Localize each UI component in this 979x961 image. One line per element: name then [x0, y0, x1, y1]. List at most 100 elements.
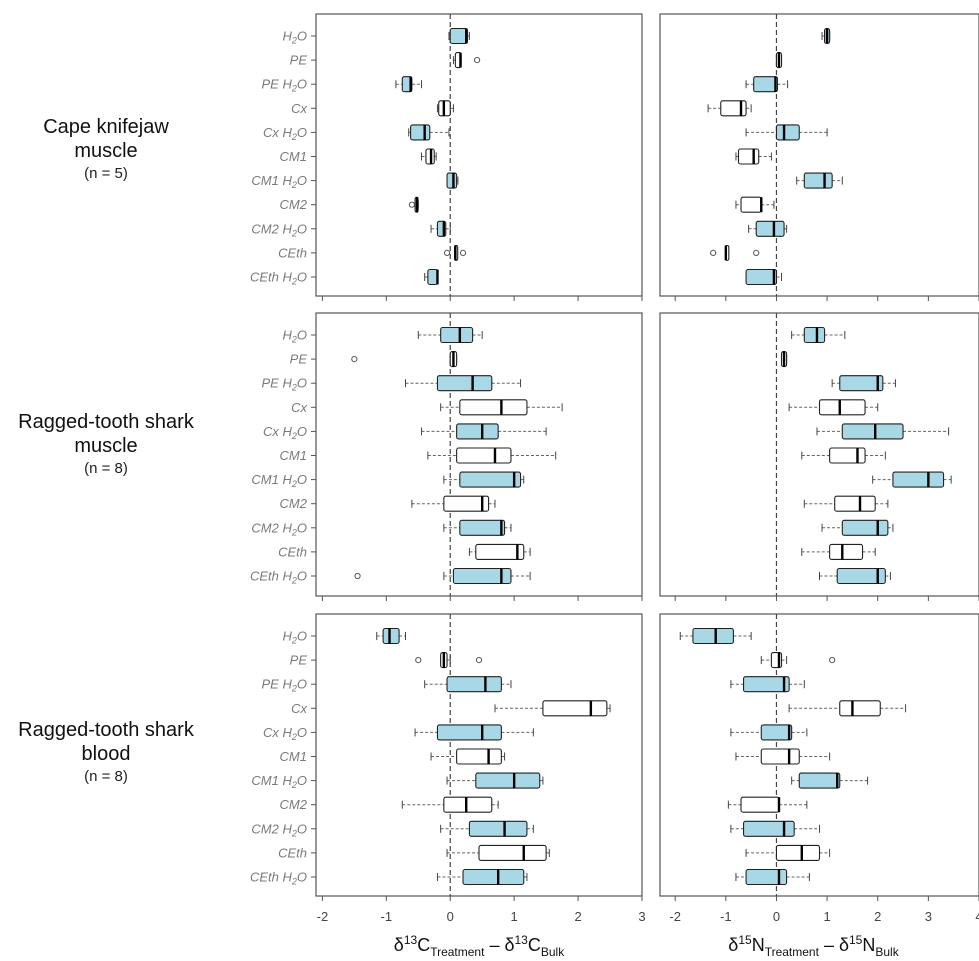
box-cm1	[420, 148, 437, 165]
x-tick-label: 3	[638, 909, 645, 924]
category-label: H2O	[282, 328, 307, 345]
box-iqr	[740, 196, 762, 213]
category-label: Cx H2O	[263, 725, 307, 742]
box-ceth-h2o	[745, 268, 783, 286]
category-label: CM2	[280, 496, 308, 511]
box-iqr	[436, 375, 493, 392]
box-iqr	[427, 268, 439, 286]
panel-frame	[659, 13, 979, 297]
box-cm2-h2o	[730, 820, 820, 837]
box-iqr	[475, 543, 525, 560]
x-tick-label: 2	[574, 909, 581, 924]
box-h2o	[448, 27, 470, 45]
box-iqr	[440, 326, 474, 344]
x-axis-title-left: δ13CTreatment – δ13CBulk	[394, 933, 565, 959]
box-iqr	[468, 820, 528, 837]
panel-frame	[315, 613, 643, 897]
box-iqr	[836, 567, 886, 585]
outlier-point	[459, 249, 467, 256]
box-pe-h2o	[745, 76, 789, 93]
outlier-point	[475, 657, 483, 664]
box-iqr	[839, 700, 881, 717]
box-iqr	[478, 844, 547, 861]
row-label-1: Ragged-tooth shark muscle (n = 8)	[0, 410, 212, 480]
category-label: CM2 H2O	[251, 821, 307, 838]
box-iqr	[443, 495, 490, 512]
category-label: CM2	[280, 797, 308, 812]
outlier-point	[354, 572, 361, 580]
panel-0-d15N	[659, 13, 979, 301]
box-pe	[780, 351, 788, 368]
box-iqr	[745, 268, 778, 286]
x-tick-label: 2	[874, 909, 881, 924]
box-iqr	[760, 724, 793, 741]
row-title-line-2: muscle	[74, 140, 138, 162]
box-h2o	[376, 627, 406, 645]
x-tick-label: -2	[317, 909, 329, 924]
x-tick-label: 0	[773, 909, 780, 924]
box-iqr	[803, 172, 833, 189]
box-iqr	[456, 423, 499, 440]
box-h2o	[791, 326, 846, 344]
box-cm2	[727, 796, 808, 813]
category-label: Cx H2O	[263, 125, 307, 142]
box-iqr	[456, 447, 512, 464]
box-ceth	[468, 543, 531, 560]
outlier-point	[710, 249, 717, 256]
box-cm2-h2o	[430, 220, 451, 237]
box-pe-h2o	[404, 375, 522, 392]
box-cx	[707, 100, 752, 117]
box-iqr	[475, 772, 541, 789]
box-iqr	[753, 76, 779, 93]
category-label: CM1 H2O	[251, 173, 307, 190]
box-cx	[788, 700, 907, 717]
row-label-0: Cape knifejaw muscle (n = 5)	[0, 115, 212, 185]
box-iqr	[755, 220, 785, 237]
panel-2-d13C: H2O PE PE H2O Cx Cx H2O CM1 CM1 H2O CM2 CM2 H2O C…	[250, 613, 643, 901]
category-label: Cx	[291, 101, 307, 116]
box-iqr	[462, 868, 525, 886]
x-tick-label: 1	[511, 909, 518, 924]
box-cm2-h2o	[821, 519, 894, 536]
box-iqr	[452, 567, 512, 585]
box-iqr	[841, 519, 889, 536]
x-tick-label: 1	[823, 909, 830, 924]
box-iqr	[692, 627, 734, 645]
x-tick-label: 0	[447, 909, 454, 924]
category-label: H2O	[282, 29, 307, 46]
panel-frame	[659, 613, 979, 897]
category-label: H2O	[282, 629, 307, 646]
outlier-point	[753, 249, 760, 256]
box-iqr	[798, 772, 841, 789]
category-label: CM2	[280, 197, 308, 212]
box-pe-h2o	[395, 76, 422, 93]
x-tick-label: -2	[669, 909, 681, 924]
category-label: PE H2O	[262, 677, 307, 694]
box-pe	[760, 652, 836, 669]
box-cx-h2o	[816, 423, 950, 440]
box-ceth-h2o	[436, 868, 528, 886]
box-cm2	[408, 196, 419, 213]
box-ceth	[443, 244, 467, 261]
box-iqr	[410, 124, 431, 141]
box-iqr	[737, 148, 760, 165]
box-ceth-h2o	[354, 567, 531, 585]
box-cm2	[803, 495, 889, 512]
box-iqr	[829, 447, 866, 464]
row-title-line-1: Ragged-tooth shark	[18, 411, 194, 433]
box-iqr	[446, 172, 458, 189]
box-iqr	[839, 375, 884, 392]
box-iqr	[443, 796, 493, 813]
box-cx-h2o	[414, 724, 534, 741]
box-h2o	[821, 27, 831, 45]
box-cx	[788, 399, 879, 416]
box-cm1	[801, 447, 886, 464]
outlier-point	[443, 249, 451, 256]
box-cx	[440, 399, 563, 416]
box-pe	[775, 52, 783, 69]
category-label: CM2 H2O	[251, 520, 307, 537]
box-cm2	[411, 495, 496, 512]
box-ceth	[710, 244, 760, 261]
box-cm1-h2o	[446, 172, 459, 189]
